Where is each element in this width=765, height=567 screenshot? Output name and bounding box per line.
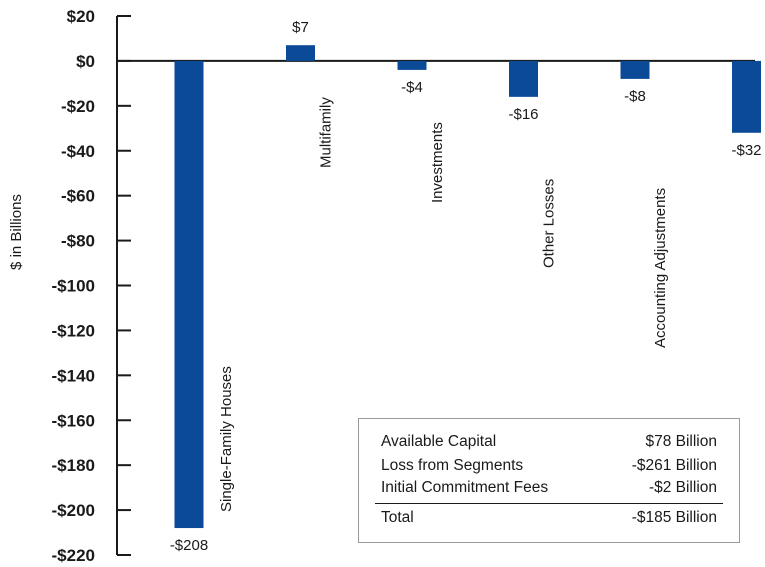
summary-value: $78 Billion: [645, 433, 717, 450]
summary-row-loss-from-segments: Loss from Segments -$261 Billion: [381, 457, 717, 475]
summary-box: Available Capital $78 Billion Loss from …: [358, 418, 740, 543]
y-tick-label: -$60: [61, 187, 95, 206]
y-tick-label: -$100: [52, 277, 95, 296]
category-label: Investments: [429, 122, 446, 203]
summary-label: Available Capital: [381, 433, 497, 450]
bars: [174, 45, 761, 529]
bar-value-label: $7: [292, 19, 309, 36]
bar: [620, 60, 650, 79]
y-tick-label: -$140: [52, 366, 95, 385]
summary-total-value: -$185 Billion: [631, 509, 717, 526]
y-tick-label: -$80: [61, 232, 95, 251]
summary-value: -$2 Billion: [648, 479, 717, 496]
bar: [732, 60, 761, 133]
category-label: Other Losses: [541, 179, 558, 268]
y-tick-label: $0: [76, 52, 95, 71]
bar: [174, 60, 204, 529]
bar-value-label: -$208: [170, 537, 208, 554]
y-tick-label: $20: [67, 7, 95, 26]
y-axis-label: $ in Billions: [8, 194, 25, 270]
summary-row-initial-commitment-fees: Initial Commitment Fees -$2 Billion: [381, 479, 717, 497]
summary-row-total: Total -$185 Billion: [381, 509, 717, 527]
y-tick-label: -$40: [61, 142, 95, 161]
summary-label: Loss from Segments: [381, 457, 524, 474]
bar: [509, 60, 538, 97]
y-tick-label: -$200: [52, 501, 95, 520]
summary-label: Initial Commitment Fees: [381, 479, 549, 496]
y-tick-label: -$160: [52, 411, 95, 430]
summary-total-label: Total: [381, 509, 414, 526]
bar: [397, 60, 427, 70]
bar: [286, 45, 315, 61]
bar-value-label: -$8: [624, 88, 646, 105]
y-tick-label: -$180: [52, 456, 95, 475]
category-label: Dividends to Treasury: [764, 227, 765, 373]
category-label: Multifamily: [318, 97, 335, 168]
bar-value-label: -$32: [731, 142, 761, 159]
bar-value-label: -$4: [401, 79, 423, 96]
summary-row-available-capital: Available Capital $78 Billion: [381, 433, 717, 451]
summary-value: -$261 Billion: [631, 457, 717, 474]
bar-labels: -$208 Single-Family Houses $7 Multifamily -$…: [170, 19, 765, 554]
summary-divider: [375, 503, 723, 504]
y-tick-label: -$20: [61, 97, 95, 116]
y-tick-label: -$120: [52, 321, 95, 340]
bar-value-label: -$16: [508, 106, 538, 123]
y-tick-label: -$220: [52, 546, 95, 565]
category-label: Single-Family Houses: [218, 366, 235, 512]
y-axis: $20 $0 -$20 -$40 -$60 -$80 -$100 -$120 -$140 -$16…: [52, 7, 755, 565]
category-label: Accounting Adjustments: [652, 188, 669, 348]
